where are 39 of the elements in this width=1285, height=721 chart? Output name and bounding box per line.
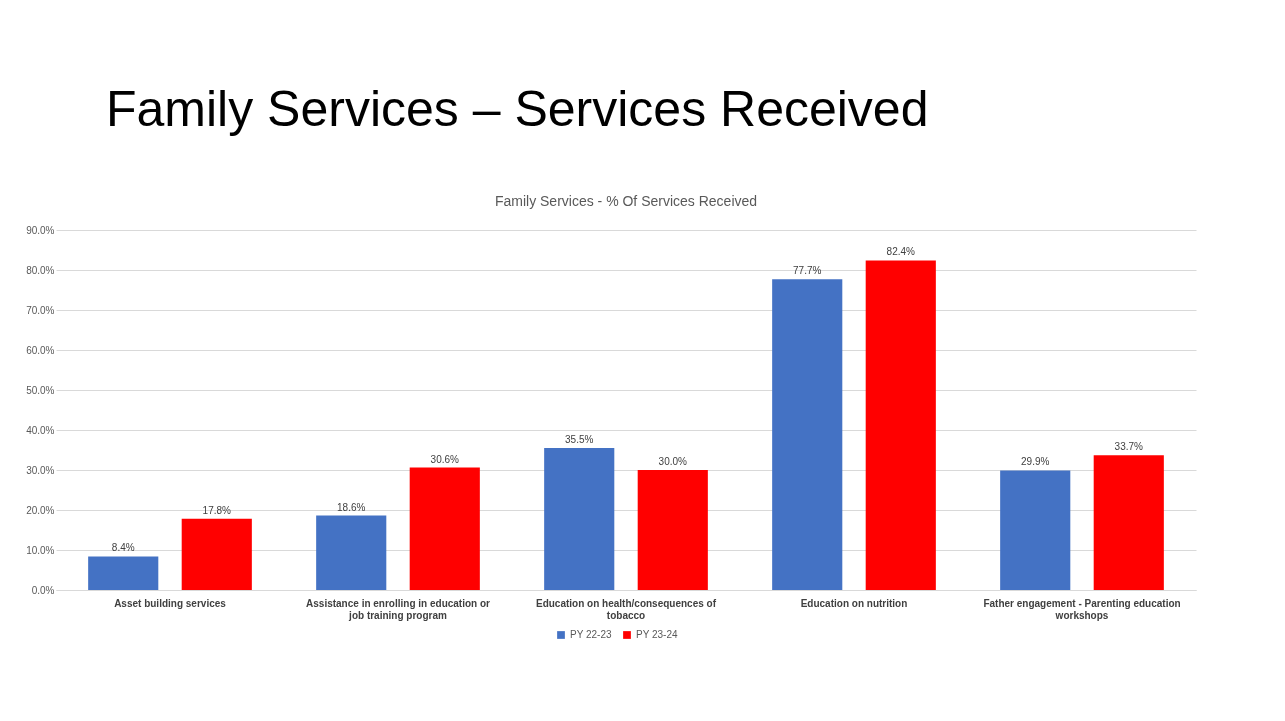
- y-tick-label: 70.0%: [26, 304, 55, 316]
- x-tick-label: Education on health/consequences of tobacco: [535, 597, 717, 621]
- legend-label: PY 22-23: [570, 629, 612, 640]
- bar: [637, 470, 708, 590]
- y-tick-label: 40.0%: [26, 424, 55, 436]
- data-label: 35.5%: [565, 434, 594, 445]
- x-tick-label: Education on nutrition: [800, 597, 908, 609]
- bar: [409, 467, 480, 590]
- data-label: 17.8%: [202, 504, 232, 516]
- bar: [772, 279, 843, 590]
- data-label: 77.7%: [793, 265, 822, 277]
- x-tick-label: Asset building services: [114, 597, 227, 609]
- bar: [1093, 455, 1164, 590]
- bar: [1000, 470, 1071, 590]
- data-label: 33.7%: [1114, 441, 1144, 453]
- data-label: 8.4%: [111, 542, 135, 554]
- y-tick-label: 50.0%: [26, 384, 55, 396]
- y-tick-label: 10.0%: [26, 544, 55, 556]
- chart-subtitle: Family Services - % Of Services Received: [494, 193, 758, 209]
- data-label: 30.0%: [658, 456, 688, 467]
- bar: [181, 518, 252, 590]
- bar: [544, 448, 615, 590]
- bar: [88, 556, 159, 590]
- data-label: 30.6%: [430, 453, 460, 465]
- legend-label: PY 23-24: [636, 629, 678, 640]
- y-tick-label: 90.0%: [26, 224, 55, 236]
- x-tick-label: Father engagement - Parenting education workshops: [983, 597, 1181, 621]
- bar: [865, 260, 936, 590]
- y-tick-label: 0.0%: [31, 584, 55, 596]
- y-tick-label: 80.0%: [26, 264, 55, 276]
- y-tick-label: 20.0%: [26, 504, 55, 516]
- x-tick-label: Assistance in enrolling in education or job training program: [306, 597, 491, 621]
- y-tick-label: 30.0%: [26, 464, 55, 476]
- y-tick-label: 60.0%: [26, 344, 55, 356]
- bar: [316, 515, 387, 590]
- chart-title: Family Services – Services Received: [106, 80, 929, 138]
- data-label: 82.4%: [886, 246, 916, 258]
- data-label: 29.9%: [1021, 456, 1050, 468]
- data-label: 18.6%: [337, 501, 366, 513]
